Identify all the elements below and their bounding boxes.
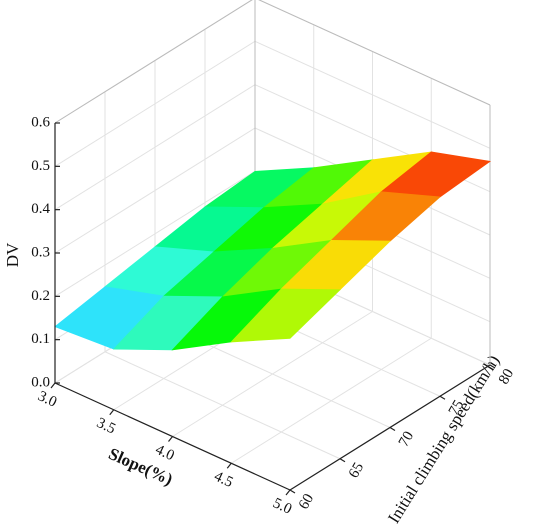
z-tick-label: 0.1: [31, 331, 50, 347]
z-tick-label: 0.3: [31, 244, 50, 260]
x-tick: [50, 382, 56, 389]
y-tick-label: 60: [296, 491, 317, 512]
y-tick: [389, 426, 396, 432]
z-axis-title: DV: [3, 242, 22, 267]
x-tick-label: 3.5: [94, 415, 118, 437]
x-tick: [285, 489, 291, 496]
z-tick-label: 0.5: [31, 158, 50, 174]
z-tick-label: 0.2: [31, 288, 50, 304]
x-tick-label: 4.5: [212, 469, 236, 491]
z-tick-label: 0.0: [31, 374, 50, 390]
z-tick-label: 0.6: [31, 114, 50, 130]
y-tick-label: 80: [496, 366, 517, 387]
z-tick-label: 0.4: [31, 201, 50, 217]
x-tick: [109, 409, 115, 416]
y-tick-label: 70: [396, 429, 417, 450]
y-tick: [339, 458, 346, 463]
surface-patch: [230, 288, 341, 343]
x-tick-label: 4.0: [153, 442, 177, 464]
x-tick: [168, 436, 173, 442]
x-tick-label: 5.0: [270, 495, 294, 517]
y-tick-label: 75: [446, 397, 467, 418]
y-tick: [289, 489, 296, 494]
box-edge: [54, 0, 253, 124]
x-tick-label: 3.0: [35, 388, 59, 410]
box-edge: [258, 0, 491, 106]
grid-line: [172, 311, 373, 437]
x-tick: [226, 462, 232, 469]
grid-line: [230, 337, 432, 464]
y-tick: [439, 395, 446, 400]
y-tick: [489, 364, 496, 369]
y-tick-label: 65: [346, 460, 367, 481]
